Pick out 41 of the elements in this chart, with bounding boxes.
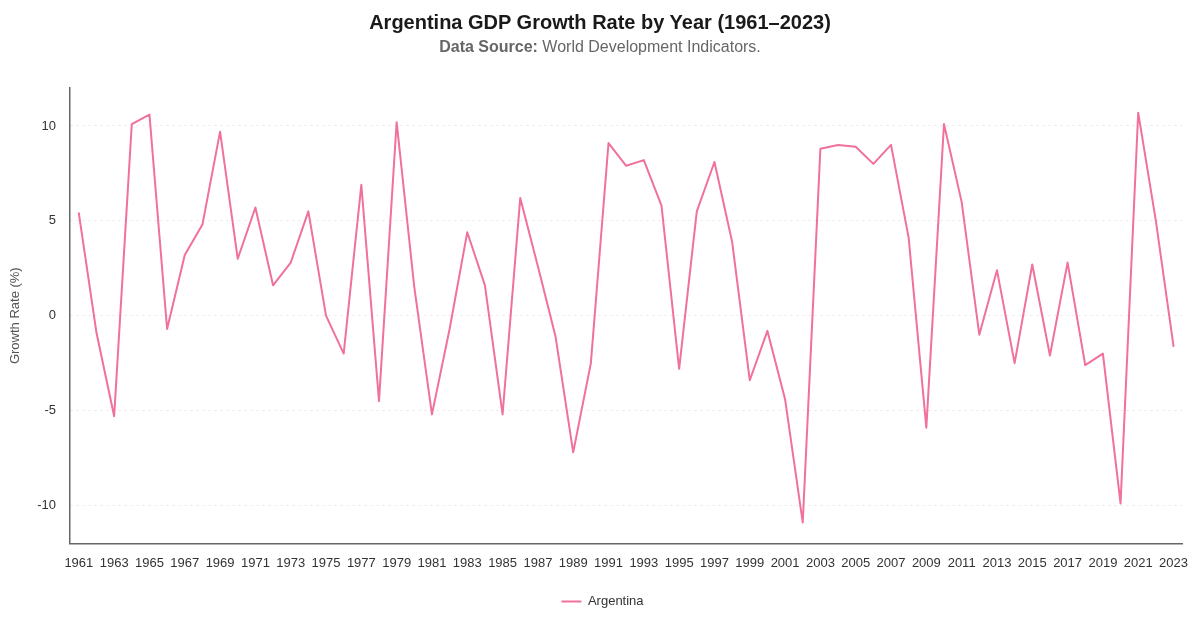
x-tick-label: 1983 [452, 554, 482, 570]
x-tick-label: 2005 [841, 554, 871, 570]
x-tick-label: 1997 [699, 554, 729, 570]
x-tick-label: 1991 [594, 554, 623, 570]
y-tick-label: -5 [44, 402, 56, 418]
y-tick-label: 0 [48, 307, 56, 323]
x-tick-label: 1989 [558, 554, 588, 570]
chart-subtitle: Data Source: World Development Indicators. [439, 37, 761, 57]
x-tick-label: 2003 [805, 554, 835, 570]
x-tick-label: 1977 [346, 554, 376, 570]
y-tick-label: 10 [41, 117, 56, 133]
x-tick-label: 1963 [99, 554, 129, 570]
x-tick-label: 2023 [1159, 554, 1188, 570]
x-tick-label: 1971 [240, 554, 270, 570]
chart-title: Argentina GDP Growth Rate by Year (1961–2023) [369, 10, 831, 34]
x-tick-label: 1981 [417, 554, 447, 570]
x-tick-label: 1995 [664, 554, 694, 570]
x-tick-label: 1965 [134, 554, 164, 570]
y-tick-label: 5 [48, 212, 56, 228]
x-tick-label: 2007 [876, 554, 906, 570]
x-tick-label: 2009 [911, 554, 941, 570]
x-tick-label: 1967 [170, 554, 200, 570]
legend-label: Argentina [587, 593, 645, 609]
x-tick-label: 1987 [523, 554, 553, 570]
x-tick-label: 1999 [735, 554, 765, 570]
x-tick-label: 2019 [1088, 554, 1118, 570]
x-tick-label: 2015 [1017, 554, 1047, 570]
x-tick-label: 1969 [205, 554, 235, 570]
x-tick-label: 1993 [629, 554, 659, 570]
x-tick-label: 1985 [488, 554, 518, 570]
x-tick-label: 1973 [276, 554, 306, 570]
x-tick-label: 2017 [1053, 554, 1083, 570]
x-tick-label: 2013 [982, 554, 1012, 570]
y-axis-title: Growth Rate (%) [7, 267, 23, 365]
x-tick-label: 1961 [64, 554, 94, 570]
x-tick-label: 2001 [770, 554, 800, 570]
x-tick-label: 2011 [947, 554, 976, 570]
x-tick-label: 1979 [382, 554, 412, 570]
x-tick-label: 2021 [1123, 554, 1153, 570]
x-tick-label: 1975 [311, 554, 341, 570]
y-tick-label: -10 [37, 497, 56, 513]
